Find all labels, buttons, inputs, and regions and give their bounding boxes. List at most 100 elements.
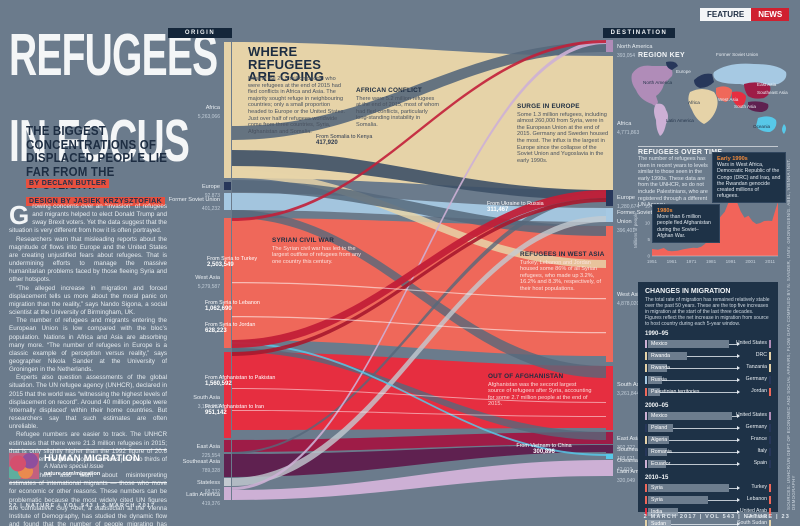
destination-region-tick [769,496,771,505]
special-issue-promo[interactable]: HUMAN MIGRATION A Nature special issue n… [9,449,167,483]
origin-node-west-asia[interactable] [224,218,231,348]
destination-region-tick [769,412,771,421]
migration-row[interactable]: Palestinian territoriesJordan [645,387,771,399]
dest-node-africa[interactable] [606,56,613,190]
migration-bar [648,340,729,349]
sankey-ribbon[interactable] [232,316,606,334]
origin-region-tick [645,484,647,493]
migration-to-label: Germany [745,376,767,383]
migration-row[interactable]: Rwanda DRC [645,351,771,363]
annotation-african-conflict: AFRICAN CONFLICT There were 5.2 million … [356,87,440,128]
sankey-ribbon[interactable] [232,410,606,417]
origin-region-tick [645,496,647,505]
map-new-zealand[interactable] [782,124,786,134]
origin-node-europe[interactable] [224,182,231,190]
origin-node-southeast-asia[interactable] [224,454,231,477]
promo-url[interactable]: nature.com/migration [44,471,101,477]
migration-from-label: Rwanda [651,365,671,372]
arrow-line [667,368,737,370]
feature-tab[interactable]: FEATURE [700,8,752,21]
origin-region-tick [645,388,647,397]
arrow-head-icon [737,378,740,383]
dest-node-southeast-asia[interactable] [606,445,613,453]
news-tab[interactable]: NEWS [751,8,790,21]
origin-node-africa[interactable] [224,42,231,178]
right-folio: 2 MARCH 2017 | VOL 543 | NATURE | 23 [643,514,790,520]
origin-node-south-asia[interactable] [224,352,231,438]
migration-row[interactable]: Romania Italy [645,447,771,459]
sankey-ribbon[interactable] [232,445,606,477]
map-label-south-asia: South Asia [734,104,756,109]
map-greenland[interactable] [666,61,678,71]
map-east-asia[interactable] [744,82,771,99]
map-north-america[interactable] [631,65,673,106]
map-southeast-asia[interactable] [748,101,769,112]
origin-region-tick [645,364,647,373]
migration-row[interactable]: Sudan South Sudan [645,519,771,526]
sankey-ribbon[interactable] [232,210,606,378]
changes-intro: The total rate of migration has remained… [645,297,770,328]
origin-node-stateless[interactable] [224,478,231,486]
arrow-line [677,512,737,514]
migration-from-label: Syria [651,485,663,492]
migration-row[interactable]: Ecuador Spain [645,459,771,471]
arrow-line [707,500,737,502]
migration-row[interactable]: Poland Germany [645,423,771,435]
map-africa[interactable] [688,89,718,124]
dest-node-fsu[interactable] [606,208,613,222]
sankey-ribbon[interactable] [232,216,606,486]
callout-early-1990s: Early 1990s Wars in West Africa, Democra… [712,152,786,204]
map-former-soviet-union[interactable] [713,63,787,86]
dest-node-south-asia[interactable] [606,366,613,430]
migration-row[interactable]: Syria Lebanon [645,495,771,507]
sankey-ribbon[interactable] [232,170,606,268]
sankey-ribbon[interactable] [232,190,606,348]
byline-block: BY DECLAN BUTLER DESIGN BY JASIEK KRZYSZ… [26,172,166,208]
migration-row[interactable]: Mexico United States [645,339,771,351]
sankey-ribbon[interactable] [232,282,606,300]
sankey-ribbon[interactable] [232,348,606,440]
migration-row[interactable]: Russia Germany [645,375,771,387]
dest-node-west-asia[interactable] [606,226,613,362]
map-south-asia[interactable] [732,91,746,109]
origin-region-tick [645,352,647,361]
migration-row[interactable]: Syria Turkey [645,483,771,495]
sankey-ribbon[interactable] [232,460,606,500]
migration-row[interactable]: Rwanda Tanzania [645,363,771,375]
migration-from-label: Poland [651,425,668,432]
origin-node-latin-america[interactable] [224,487,231,500]
migration-to-label: Tanzania [746,364,767,371]
arrow-line [660,392,737,394]
migration-period-header: 2000–05 [645,403,669,410]
x-tick: 1961 [667,259,678,264]
sankey-ribbon[interactable] [232,198,606,356]
dest-node-oceania[interactable] [606,454,613,459]
map-west-asia[interactable] [716,86,732,102]
dest-node-europe[interactable] [606,190,613,206]
sankey-ribbon[interactable] [232,42,606,190]
origin-node-east-asia[interactable] [224,440,231,452]
origin-region-tick [645,340,647,349]
dest-node-east-asia[interactable] [606,432,613,444]
dest-node-north-america[interactable] [606,40,613,52]
map-latin-america[interactable] [654,103,668,136]
sankey-ribbon[interactable] [232,388,606,403]
where-refugees-heading: WHERE REFUGEES ARE GOING [248,44,325,84]
map-oceania-australia[interactable] [756,116,777,132]
time-chart-ylabel: Millions of people [633,212,638,249]
sankey-ribbon[interactable] [232,192,606,454]
sankey-ribbon[interactable] [232,150,606,200]
arrow-line [669,440,737,442]
origin-node-fsu[interactable] [224,193,231,210]
migration-row[interactable]: Algeria France [645,435,771,447]
destination-region-tick [769,340,771,349]
migration-to-label: Spain [753,460,767,467]
sankey-ribbon[interactable] [232,342,606,456]
migration-row[interactable]: Mexico United States [645,411,771,423]
migration-row[interactable]: India United Arab Emirates [645,507,771,520]
sankey-ribbon[interactable] [232,40,606,221]
map-europe[interactable] [694,73,714,88]
sankey-ribbon[interactable] [232,42,606,140]
arrow-line [728,344,737,346]
dest-node-latin-america[interactable] [606,460,613,476]
